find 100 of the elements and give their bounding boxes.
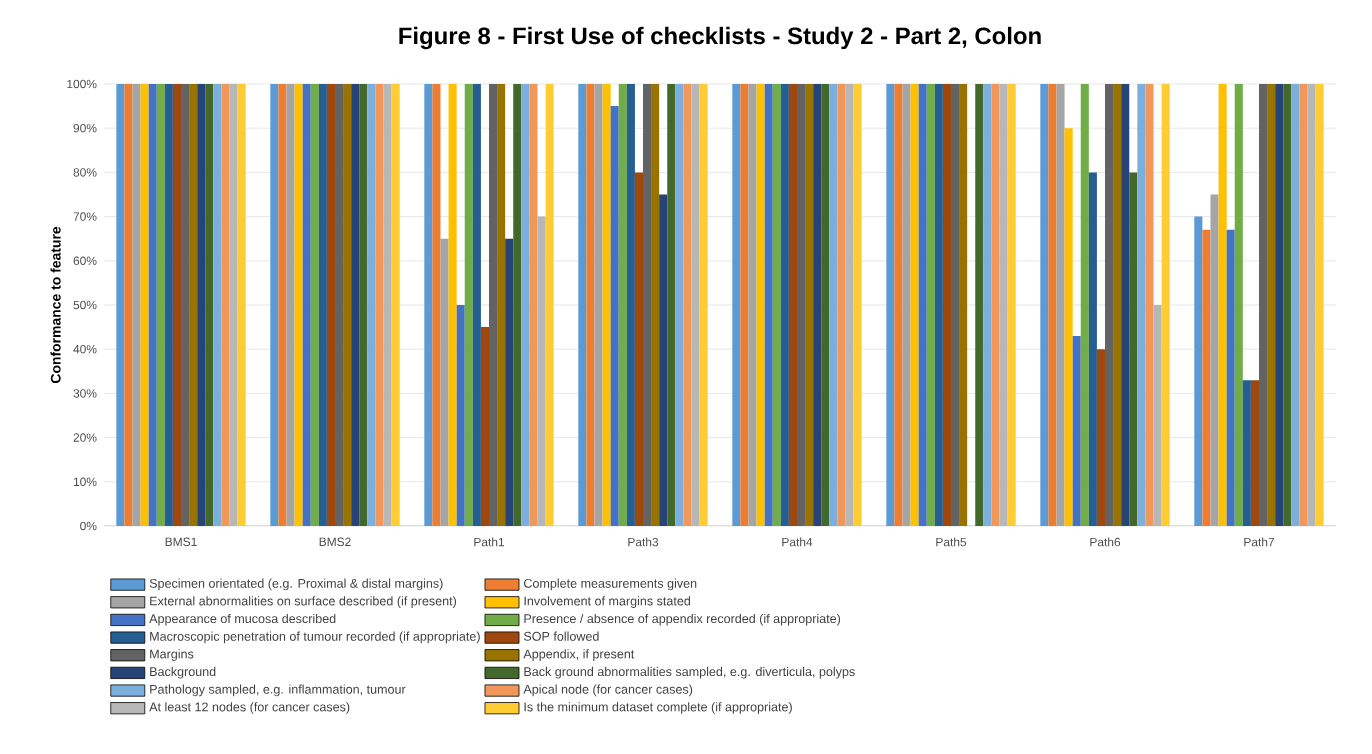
- bar: [894, 83, 903, 526]
- bar: [626, 83, 635, 526]
- bar: [902, 83, 911, 526]
- bar: [999, 83, 1008, 526]
- bar: [1267, 83, 1276, 526]
- bar: [756, 83, 765, 526]
- bar: [278, 83, 287, 526]
- bar: [910, 83, 919, 526]
- bar: [1234, 83, 1243, 526]
- bar: [545, 83, 554, 526]
- bar: [1299, 83, 1308, 526]
- bar: [1226, 229, 1235, 526]
- bar: [432, 83, 441, 526]
- bar: [740, 83, 749, 526]
- chart-title: Figure 8 - First Use of checklists - Study 2 - Part 2, Colon: [399, 26, 1041, 50]
- bar: [667, 83, 676, 526]
- bar: [1291, 83, 1300, 526]
- bar: [837, 83, 846, 526]
- bar: [464, 83, 473, 526]
- bar: [643, 83, 652, 526]
- bar: [594, 83, 603, 526]
- bar: [1104, 83, 1114, 526]
- bar: [1040, 83, 1049, 526]
- bar: [172, 83, 181, 526]
- bar: [229, 83, 238, 526]
- bar: [1218, 83, 1227, 526]
- bar: [310, 83, 319, 526]
- bar: [1064, 128, 1073, 526]
- bar: [1048, 83, 1057, 526]
- bar: [764, 83, 773, 526]
- bar: [375, 83, 384, 526]
- bar: [140, 83, 149, 526]
- bar: [1194, 216, 1203, 526]
- bar: [521, 83, 530, 526]
- bar: [691, 83, 700, 526]
- bar: [270, 83, 279, 526]
- bar: [1145, 83, 1154, 526]
- bar: [480, 327, 489, 526]
- bar: [772, 83, 781, 526]
- bar: [294, 83, 303, 526]
- bar: [448, 83, 457, 526]
- bar: [610, 106, 619, 526]
- bar: [1096, 349, 1105, 526]
- bar: [1250, 380, 1259, 526]
- bar: [1242, 380, 1251, 526]
- bar: [335, 83, 344, 526]
- bar: [950, 83, 960, 526]
- bar: [237, 83, 246, 526]
- bar: [602, 83, 611, 526]
- bar: [318, 83, 327, 526]
- bar: [683, 83, 692, 526]
- bar: [829, 83, 838, 526]
- bar: [845, 83, 854, 526]
- bar: [991, 83, 1000, 526]
- bar: [1088, 172, 1097, 526]
- bar: [1202, 229, 1211, 526]
- bar: [440, 238, 449, 526]
- bar: [788, 83, 797, 526]
- bar: [164, 83, 173, 526]
- bar: [1137, 83, 1146, 526]
- bar: [853, 83, 862, 526]
- bar: [326, 83, 335, 526]
- bar: [472, 83, 481, 526]
- bar: [367, 83, 376, 526]
- bar: [1153, 305, 1162, 526]
- bar: [813, 83, 822, 526]
- bar: [286, 83, 295, 526]
- bar: [351, 83, 360, 526]
- bar: [578, 83, 587, 526]
- bar: [675, 83, 684, 526]
- bar: [659, 194, 668, 526]
- bar: [699, 83, 708, 526]
- bar: [156, 83, 165, 526]
- bar: [1258, 83, 1268, 526]
- bar: [634, 172, 643, 526]
- bar: [886, 83, 895, 526]
- bar: [934, 83, 943, 526]
- bar: [383, 83, 392, 526]
- bar: [796, 83, 806, 526]
- bar: [1129, 172, 1138, 526]
- bar: [780, 83, 789, 526]
- bar: [505, 238, 514, 526]
- bar: [1275, 83, 1284, 526]
- bar: [391, 83, 400, 526]
- bar: [513, 83, 522, 526]
- bar: [537, 216, 546, 526]
- bar: [197, 83, 206, 526]
- bar: [942, 83, 951, 526]
- bar: [1315, 83, 1324, 526]
- bar: [343, 83, 352, 526]
- bar: [918, 83, 927, 526]
- bar: [1072, 335, 1081, 526]
- bar: [926, 83, 935, 526]
- bar: [1080, 83, 1089, 526]
- bar: [213, 83, 222, 526]
- bar: [116, 83, 125, 526]
- bar: [805, 83, 814, 526]
- bar: [748, 83, 757, 526]
- bar: [489, 83, 498, 526]
- bar: [618, 83, 627, 526]
